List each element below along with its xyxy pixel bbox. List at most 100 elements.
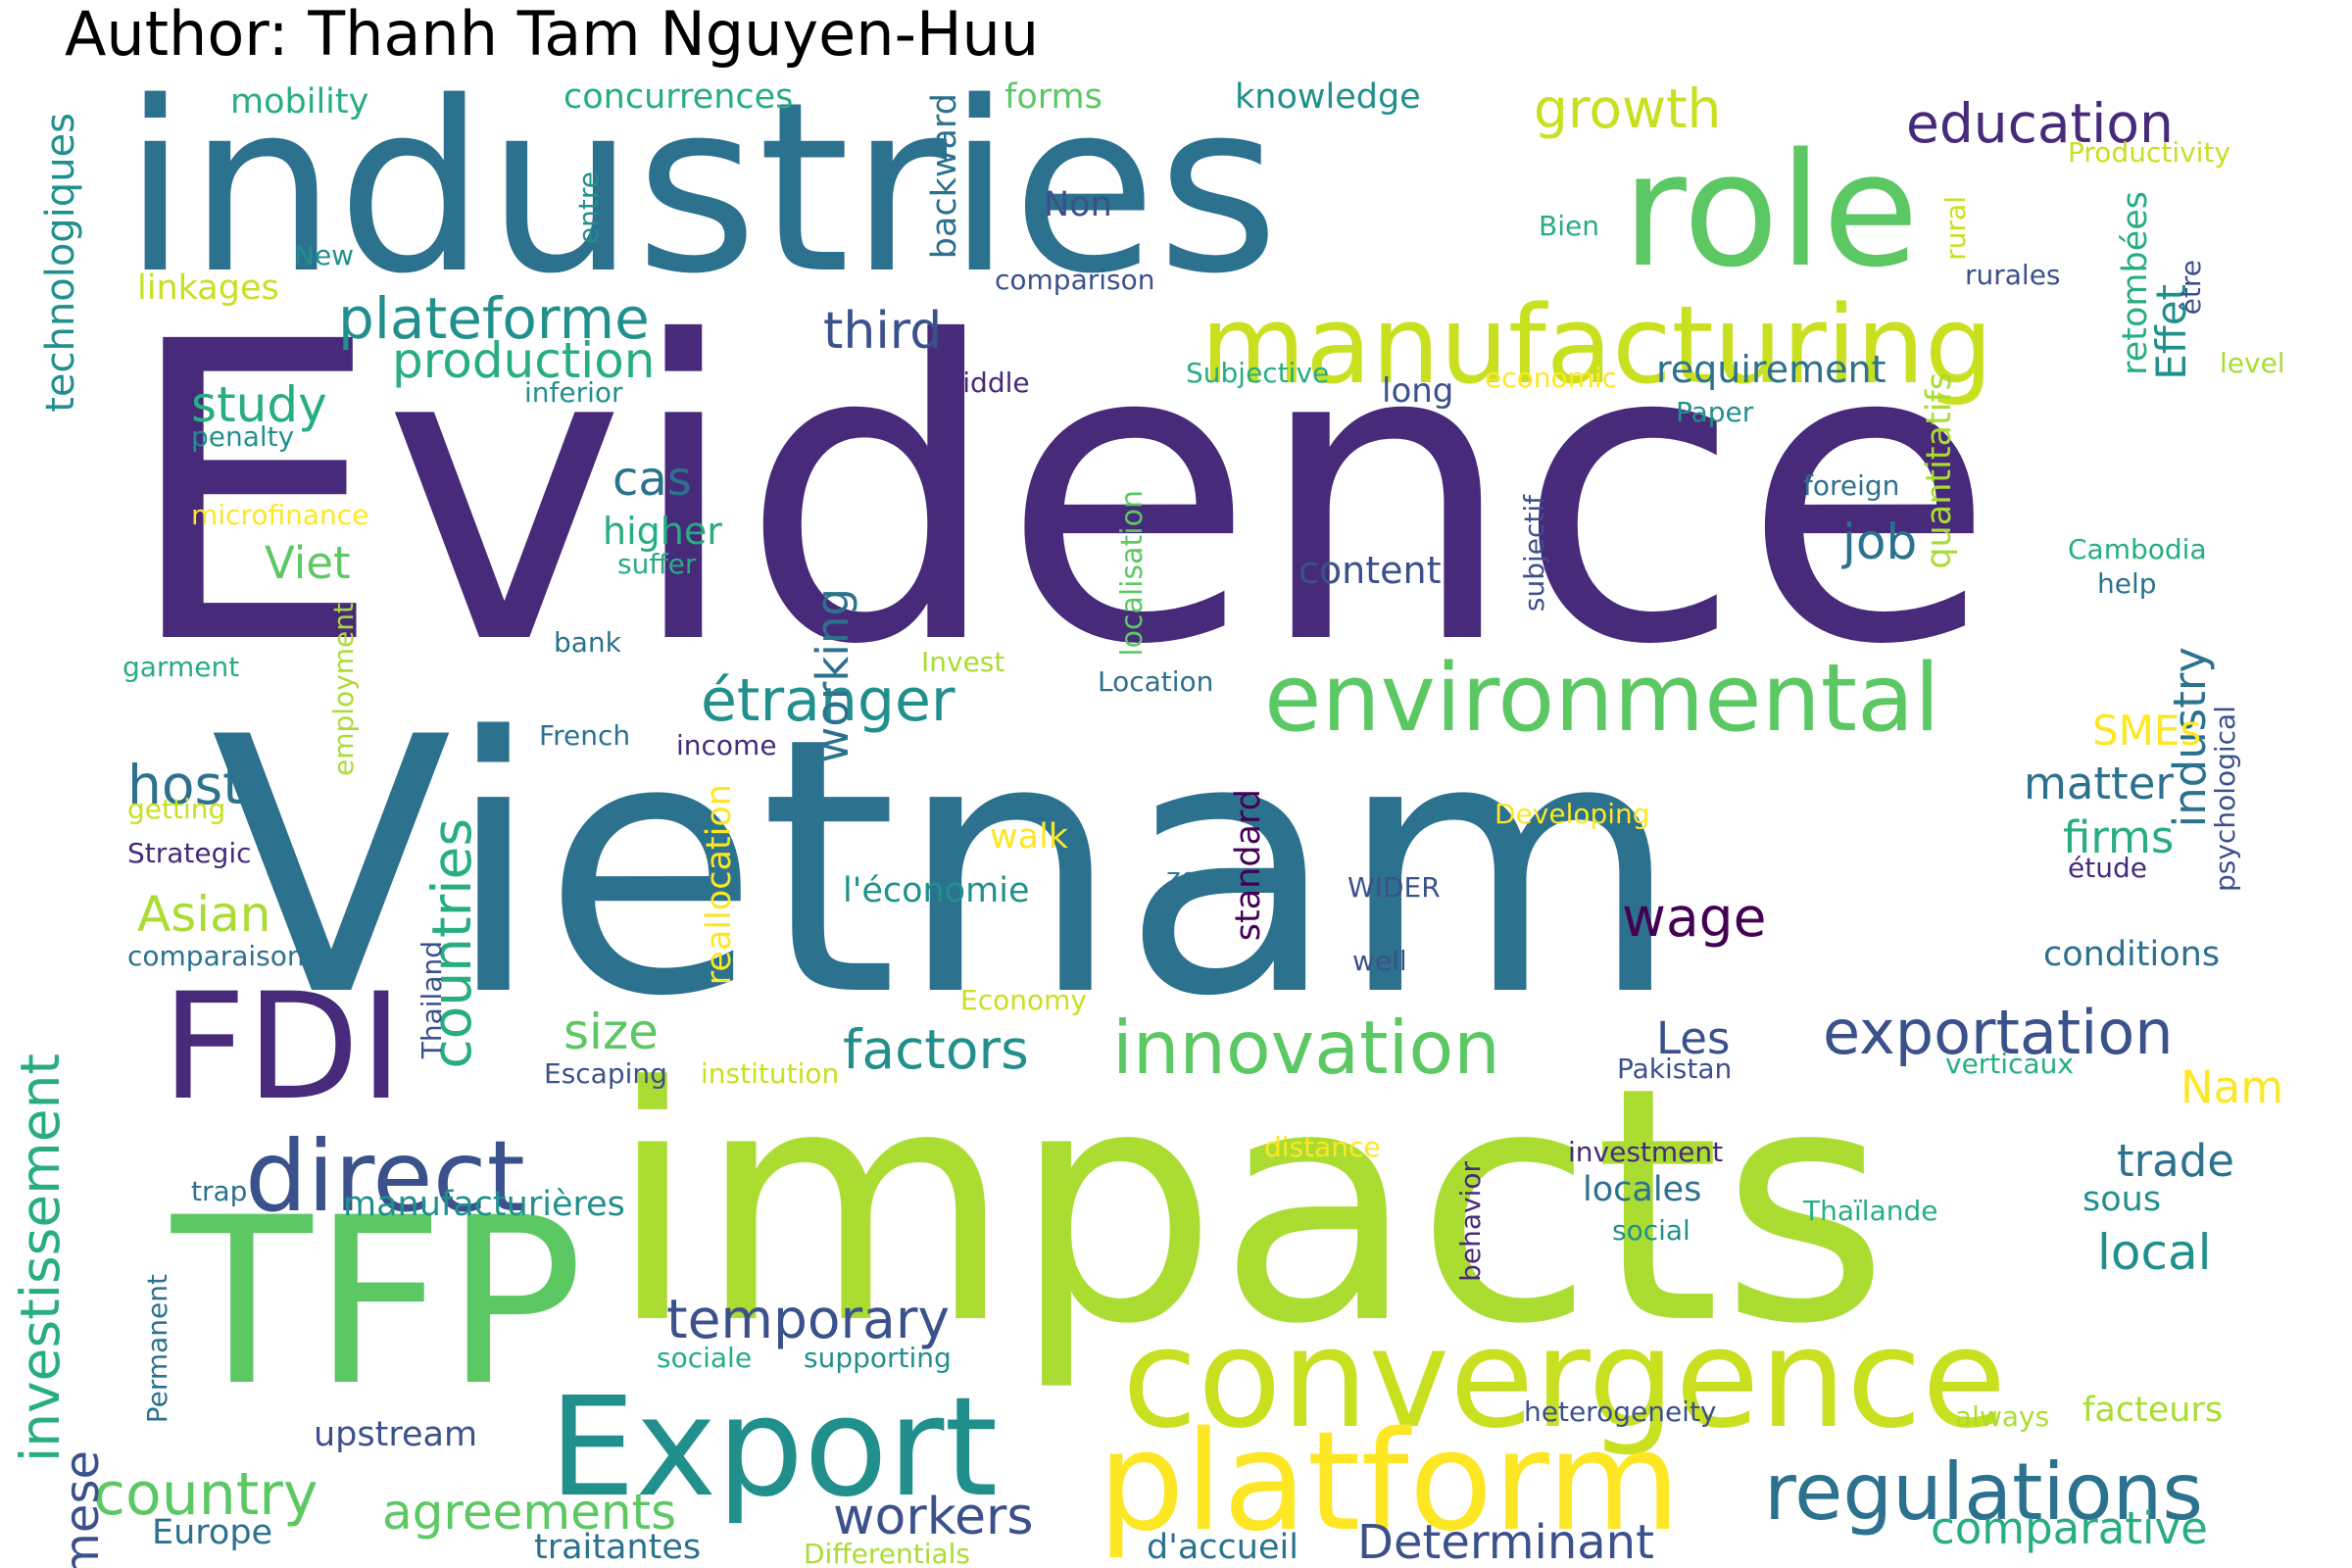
word: verticaux [1945,1048,2074,1080]
word: country [93,1460,318,1529]
word: inferior [524,376,623,409]
word: Productivity [2068,136,2230,169]
word: l'économie [843,871,1029,910]
word: job [1841,514,1917,570]
word: industries [122,51,1279,325]
word: Export [549,1368,998,1528]
word: trade [2117,1135,2234,1187]
word: manufacturing [1200,282,1993,408]
word: countries [420,818,483,1069]
word: Non [1044,185,1112,224]
word: bank [554,626,622,659]
word: entre [572,172,605,244]
word: impacts [608,1018,1889,1395]
word: backward [925,93,964,259]
word: cas [612,452,692,507]
word: Paper [1676,396,1754,428]
word: help [2097,567,2157,600]
word: Les [1656,1012,1730,1064]
word: psychological [2209,706,2241,892]
word: trap [191,1175,247,1207]
word: industry [2164,647,2216,827]
word: long [1382,371,1453,411]
word: working [807,588,858,762]
word: innovation [1112,1004,1500,1091]
word: Europe [152,1513,272,1552]
word: getting [127,793,225,825]
word: Nam [2180,1061,2283,1113]
word: d'accueil [1147,1528,1298,1567]
word: workers [833,1488,1033,1546]
word: investment [1568,1136,1723,1168]
word: wage [1622,886,1766,949]
word: Subjective [1186,357,1329,389]
word: convergence [1122,1299,2006,1459]
word: microfinance [191,499,368,531]
word: local [2097,1224,2212,1281]
word: walk [990,817,1069,857]
word: quantitatifs [1920,372,1959,569]
word: factors [843,1018,1029,1081]
word: manufacturières [343,1185,625,1224]
word: comparative [1931,1502,2208,1554]
word: comparaison [127,940,305,972]
word: retombées [2116,191,2155,375]
word: institution [701,1057,839,1090]
word: Thailand [416,941,448,1059]
word: upstream [314,1415,477,1454]
word: rurales [1965,259,2061,291]
word: être [2175,260,2207,315]
word: sociale [657,1342,752,1374]
word: environmental [1264,645,1940,753]
word: sous [2082,1180,2161,1219]
word: requirement [1656,348,1886,391]
word: direct [245,1119,525,1234]
word: supporting [804,1342,952,1374]
word: Asian [137,886,270,943]
word: concurrences [564,77,793,117]
word: localisation [1115,490,1150,657]
word: garment [122,651,239,683]
word: foreign [1803,469,1899,502]
word: matter [2024,758,2174,809]
word: behavior [1454,1161,1487,1282]
word: Pakistan [1617,1053,1732,1085]
word: traitantes [534,1528,701,1567]
word: employment [327,603,360,776]
word: Determinant [1357,1515,1654,1568]
page-title: Author: Thanh Tam Nguyen-Huu [65,0,1040,70]
word: Differentials [804,1538,970,1568]
word: heterogeneity [1524,1396,1717,1428]
word: conditions [2043,935,2220,974]
word: level [2220,347,2285,379]
word: locales [1583,1170,1701,1209]
word: Strategic [127,837,252,869]
word: well [1352,945,1407,977]
word: social [1612,1214,1690,1247]
word: Developing [1494,798,1650,830]
word: zones [1166,861,1246,894]
word: Vietnamese [55,1450,110,1568]
word: Cambodia [2068,533,2207,565]
word: distance [1264,1131,1381,1163]
word: penalty [191,420,294,453]
word: linkages [137,269,279,308]
word: exportation [1823,997,2174,1068]
word: Location [1098,665,1213,698]
word: reallocation [700,784,739,985]
word: income [676,729,777,761]
word: Escaping [544,1057,667,1090]
word: forms [1004,77,1102,117]
word: standard [1229,789,1268,941]
word: FDI [162,962,403,1133]
word: Bien [1539,210,1599,242]
word: facteurs [2082,1391,2223,1430]
word: temporary [666,1288,950,1350]
word: Economy [960,984,1087,1016]
word: host [127,754,244,816]
word: TFP [171,1169,583,1437]
word: Vietnam [211,662,1681,1073]
word: content [1298,549,1442,592]
word: investissement [9,1054,72,1462]
